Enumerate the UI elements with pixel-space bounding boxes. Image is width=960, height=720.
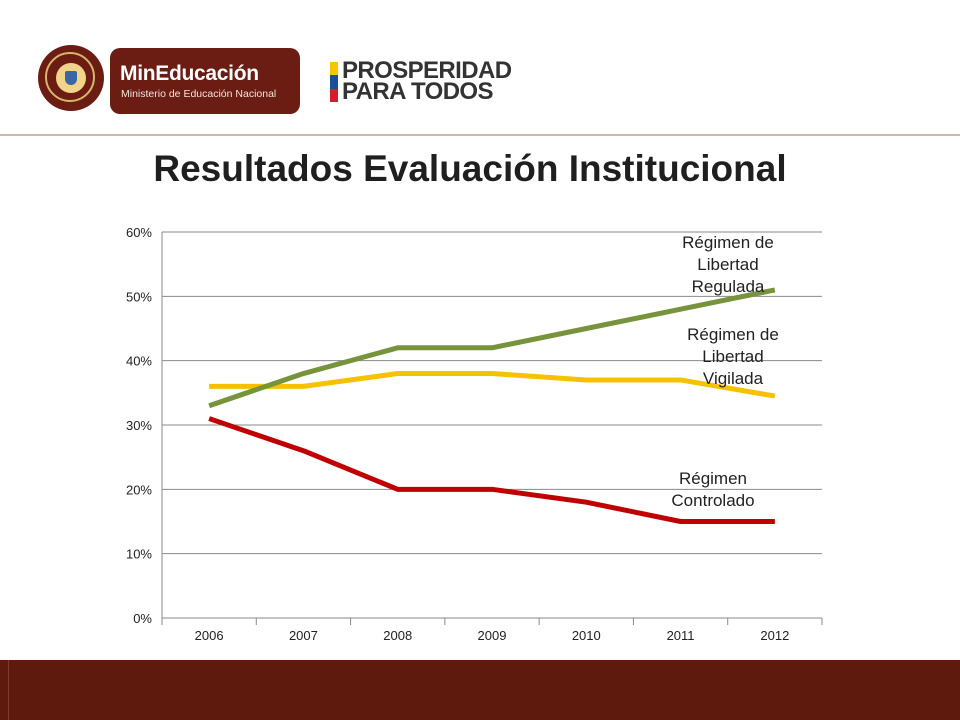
mineduc-logo-subtitle: Ministerio de Educación Nacional: [121, 88, 277, 100]
x-tick-label: 2006: [195, 628, 224, 643]
y-tick-label: 30%: [126, 418, 152, 433]
colombia-seal-icon: [38, 45, 104, 111]
series-label: Régimen Controlado: [671, 469, 754, 510]
series-label-line: Régimen de: [682, 233, 774, 252]
series-label: Régimen de Libertad Regulada: [682, 233, 774, 296]
x-tick-label: 2010: [572, 628, 601, 643]
mineduc-logo[interactable]: MinEducación Ministerio de Educación Nac…: [110, 48, 300, 114]
series-label: Régimen de Libertad Vigilada: [687, 325, 779, 388]
y-tick-label: 0%: [133, 611, 152, 626]
y-tick-label: 60%: [126, 225, 152, 240]
series-label-line: Régimen de: [687, 325, 779, 344]
colombia-flag-icon: [330, 62, 338, 102]
y-tick-label: 10%: [126, 547, 152, 562]
series-label-line: Regulada: [692, 277, 765, 296]
footer-bar: [0, 660, 960, 720]
series-line: [208, 416, 775, 524]
x-tick-label: 2007: [289, 628, 318, 643]
header-bar: MinEducación Ministerio de Educación Nac…: [0, 0, 960, 136]
series-label-line: Controlado: [671, 491, 754, 510]
y-tick-label: 50%: [126, 289, 152, 304]
mineduc-logo-name: MinEducación: [120, 62, 259, 85]
y-tick-label: 40%: [126, 354, 152, 369]
series-label-line: Libertad: [697, 255, 758, 274]
series-line: [209, 371, 776, 399]
series-label-line: Régimen: [679, 469, 747, 488]
y-tick-label: 20%: [126, 482, 152, 497]
x-tick-label: 2012: [760, 628, 789, 643]
x-tick-label: 2009: [478, 628, 507, 643]
prosperidad-logo-line2: PARA TODOS: [342, 78, 494, 105]
x-tick-label: 2008: [383, 628, 412, 643]
footer-divider: [8, 660, 9, 720]
series-line: [208, 287, 776, 409]
prosperidad-logo-line1: PROSPERIDAD: [342, 57, 512, 84]
header-divider: [0, 134, 960, 136]
series-label-line: Vigilada: [703, 369, 764, 388]
slide-title: Resultados Evaluación Institucional: [153, 148, 787, 189]
x-tick-label: 2011: [667, 628, 695, 643]
series-label-line: Libertad: [702, 347, 763, 366]
